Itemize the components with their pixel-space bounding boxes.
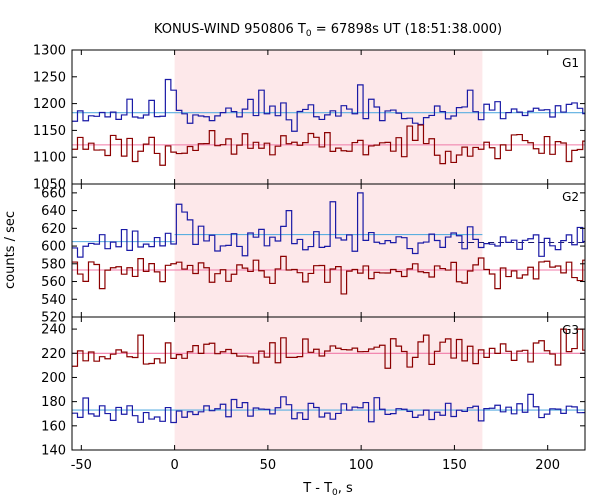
y-tick-label: 600 — [41, 240, 66, 255]
x-tick-label: -50 — [71, 458, 92, 473]
panel-name-label: G1 — [562, 56, 579, 70]
title-main: KONUS-WIND 950806 T — [154, 22, 306, 37]
series-blue-line — [72, 393, 585, 424]
x-tick-label: 200 — [535, 458, 560, 473]
series-blue-line — [72, 78, 585, 132]
y-tick-label: 160 — [41, 419, 66, 434]
panel-name-label: G3 — [562, 323, 579, 337]
series-red-line — [72, 124, 585, 166]
y-tick-label: 580 — [41, 257, 66, 272]
panels-group: 1050 1100 1150 1200 1250 1300 G1 520 540 560 580 60… — [33, 44, 586, 473]
y-tick-label: 520 — [41, 311, 66, 326]
panel-g1: 1050 1100 1150 1200 1250 1300 G1 — [33, 44, 586, 193]
x-tick-label: 150 — [442, 458, 467, 473]
y-tick-label: 200 — [41, 371, 66, 386]
panel-frame — [71, 316, 586, 451]
y-tick-label: 1050 — [33, 178, 66, 193]
y-tick-label: 1250 — [33, 70, 66, 85]
y-tick-label: 640 — [41, 204, 66, 219]
chart-title: KONUS-WIND 950806 T0 = 67898s UT (18:51:… — [154, 22, 502, 39]
panel-g2: 520 540 560 580 600 620 640 660 G2 — [41, 183, 586, 326]
x-tick-label: 0 — [170, 458, 178, 473]
x-axis-label: T - T0, s — [302, 481, 353, 498]
y-tick-label: 1300 — [33, 44, 66, 59]
y-tick-label: 180 — [41, 395, 66, 410]
series-red-line — [72, 255, 585, 295]
title-subscript: 0 — [306, 29, 312, 39]
x-tick-label: 100 — [349, 458, 374, 473]
y-axis-label: counts / sec — [3, 211, 18, 289]
y-tick-label: 240 — [41, 323, 66, 338]
y-tick-label: 1200 — [33, 97, 66, 112]
panel-g3: 140 160 180 200 220 240 G3 — [41, 316, 586, 459]
y-tick-label: 140 — [41, 444, 66, 459]
series-red-line — [72, 328, 585, 369]
y-tick-label: 540 — [41, 293, 66, 308]
series-blue-line — [72, 192, 585, 258]
y-tick-label: 660 — [41, 186, 66, 201]
xlabel-rest: , s — [338, 481, 353, 496]
y-tick-label: 1100 — [33, 151, 66, 166]
x-tick-label: 50 — [260, 458, 277, 473]
y-tick-label: 1150 — [33, 124, 66, 139]
highlight-interval — [174, 184, 483, 317]
highlight-interval — [174, 50, 483, 184]
xlabel-subscript: 0 — [332, 488, 338, 498]
highlight-interval — [174, 317, 483, 450]
y-tick-label: 620 — [41, 222, 66, 237]
title-rest: = 67898s UT (18:51:38.000) — [312, 22, 502, 37]
panel-name-label: G2 — [562, 190, 579, 204]
y-tick-label: 220 — [41, 347, 66, 362]
xlabel-main: T - T — [302, 481, 332, 496]
y-tick-label: 560 — [41, 275, 66, 290]
